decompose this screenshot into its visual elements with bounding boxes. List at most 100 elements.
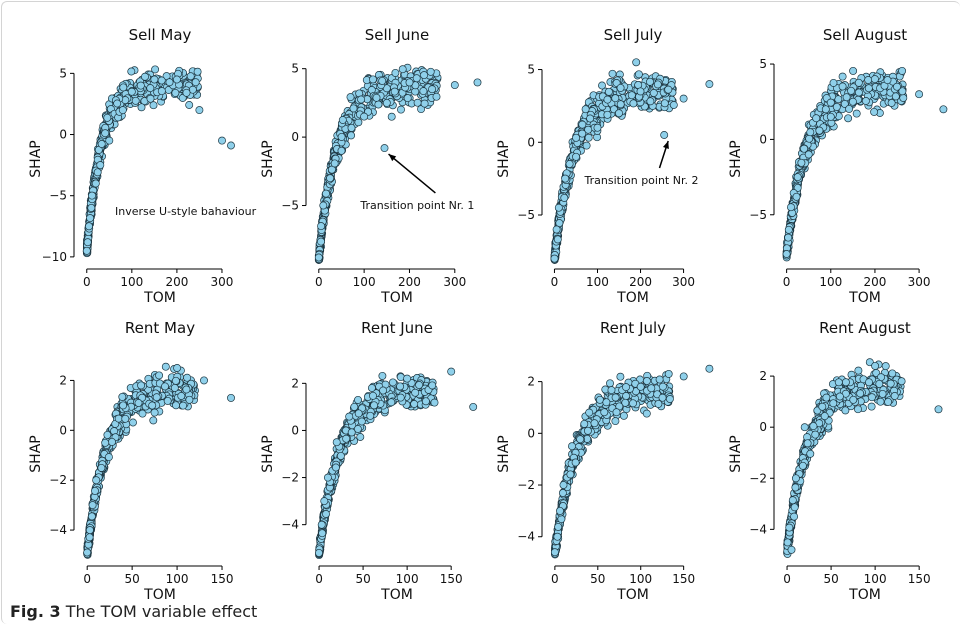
scatter-point (104, 453, 113, 462)
y-tick-label: 2 (759, 369, 767, 383)
y-tick-label: 2 (59, 373, 67, 387)
scatter-point (572, 133, 581, 142)
scatter-point (788, 496, 797, 505)
scatter-point (847, 86, 856, 95)
x-tick-label: 50 (124, 572, 139, 586)
y-tick-label: 0 (527, 426, 535, 440)
scatter-point (88, 501, 97, 510)
scatter-point (317, 237, 325, 246)
scatter-point (867, 402, 876, 411)
x-axis-label: TOM (143, 587, 176, 600)
scatter-point (826, 98, 835, 107)
scatter-point (568, 442, 576, 451)
scatter-point (598, 81, 606, 90)
scatter-point (146, 84, 155, 93)
x-tick-label: 100 (819, 275, 842, 289)
scatter-point (593, 123, 602, 132)
scatter-point (165, 78, 174, 87)
scatter-point (578, 120, 587, 129)
y-tick-label: 5 (59, 66, 67, 80)
annotation-text: Inverse U-style bahaviour (115, 205, 257, 218)
scatter-point (844, 114, 853, 123)
scatter-point (93, 168, 102, 177)
scatter-points (783, 358, 943, 558)
scatter-point (557, 515, 566, 524)
scatter-point (590, 419, 599, 428)
scatter-point (585, 408, 594, 417)
x-tick-label: 50 (590, 572, 605, 586)
scatter-point (403, 94, 412, 103)
scatter-point (428, 85, 437, 94)
scatter-point (915, 90, 924, 99)
scatter-point (664, 85, 673, 94)
scatter-point (378, 76, 387, 85)
scatter-point (347, 428, 356, 437)
scatter-point (845, 104, 854, 113)
scatter-point (554, 203, 563, 212)
scatter-point (338, 116, 347, 124)
scatter-point (345, 412, 354, 421)
scatter-point (141, 72, 149, 81)
scatter-point (616, 83, 625, 92)
y-axis-label: SHAP (260, 435, 276, 472)
x-tick-label: 0 (783, 275, 791, 289)
scatter-point (378, 371, 387, 380)
scatter-point (934, 405, 943, 414)
scatter-point (581, 105, 590, 114)
scatter-point (669, 101, 678, 109)
scatter-point (92, 476, 101, 485)
scatter-point (137, 103, 146, 112)
scatter-point (606, 379, 614, 388)
scatter-point (357, 417, 366, 426)
scatter-point (447, 367, 456, 376)
x-tick-label: 100 (586, 275, 609, 289)
scatter-points (550, 364, 714, 559)
scatter-point (804, 150, 813, 159)
scatter-point (897, 377, 906, 386)
scatter-point (660, 131, 669, 139)
scatter-point (864, 84, 873, 93)
y-tick-label: 0 (291, 423, 299, 437)
scatter-point (878, 389, 887, 398)
scatter-point (580, 419, 589, 428)
scatter-point (632, 58, 641, 67)
x-tick-label: 100 (864, 572, 887, 586)
x-tick-label: 300 (443, 275, 466, 289)
scatter-points (315, 367, 478, 560)
y-tick-label: 5 (291, 62, 299, 76)
scatter-points (82, 65, 235, 258)
scatter-point (658, 393, 667, 402)
scatter-point (646, 97, 655, 106)
scatter-point (218, 136, 226, 145)
scatter-point (679, 94, 688, 103)
scatter-point (155, 371, 164, 380)
scatter-point (554, 522, 563, 531)
annotation-arrowhead (662, 141, 669, 149)
scatter-point (883, 76, 892, 85)
scatter-point (379, 386, 388, 395)
scatter-point (172, 75, 181, 84)
y-tick-label: −10 (42, 250, 67, 264)
scatter-point (101, 438, 110, 447)
x-tick-label: 300 (908, 275, 931, 289)
caption-label: Fig. 3 (10, 602, 61, 621)
scatter-point (134, 399, 143, 407)
scatter-point (200, 376, 208, 385)
scatter-point (347, 131, 356, 140)
scatter-point (83, 238, 92, 247)
scatter-point (611, 417, 620, 426)
scatter-point (842, 93, 851, 102)
scatter-point (412, 74, 421, 83)
x-tick-label: 100 (166, 572, 189, 586)
subplot-title: Rent August (819, 319, 911, 337)
y-tick-label: −4 (49, 523, 67, 537)
scatter-point (118, 106, 127, 115)
scatter-point (182, 385, 191, 394)
scatter-point (193, 67, 202, 76)
scatter-point (131, 96, 140, 105)
scatter-point (629, 99, 638, 108)
scatter-point (664, 369, 673, 378)
scatter-point (615, 109, 623, 118)
scatter-point (812, 114, 821, 123)
scatter-point (875, 379, 884, 388)
